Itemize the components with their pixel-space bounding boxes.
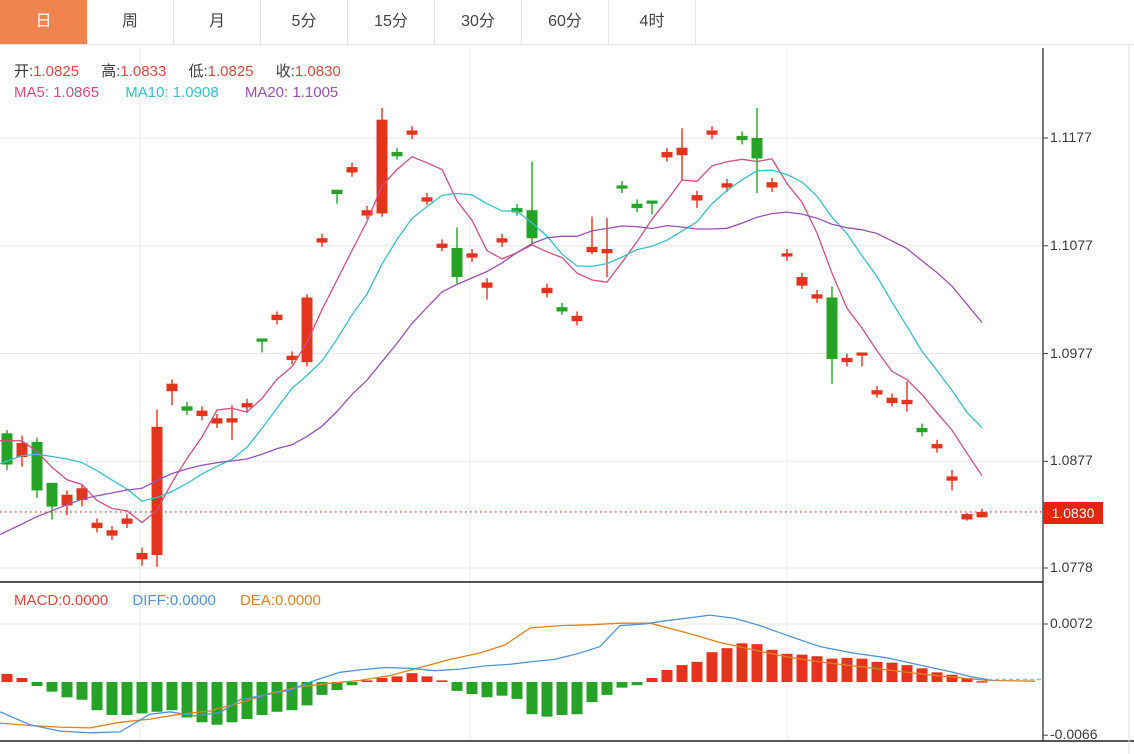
macd-lines-layer — [0, 614, 1043, 734]
ma-legend: MA5: 1.0865 MA10: 1.0908 MA20: 1.1005 — [14, 84, 360, 101]
macd-axis-label: -0.0066 — [1050, 726, 1098, 743]
tab-5min[interactable]: 5分 — [261, 0, 348, 44]
ohlc-legend: 开:1.0825 高:1.0833 低:1.0825 收:1.0830 — [14, 60, 359, 81]
tab-4hour[interactable]: 4时 — [609, 0, 696, 44]
tab-15min[interactable]: 15分 — [348, 0, 435, 44]
high-label: 高: — [101, 63, 121, 80]
close-value: 1.0830 — [294, 63, 341, 80]
macd-axis-label: 0.0072 — [1050, 615, 1093, 631]
low-value: 1.0825 — [207, 63, 254, 80]
tab-day[interactable]: 日 — [0, 0, 87, 44]
ma5-legend-item: MA5: 1.0865 — [14, 84, 100, 101]
ma10-legend-item: MA10: 1.0908 — [125, 84, 219, 101]
price-axis-label: 1.0778 — [1050, 559, 1093, 575]
dea-legend-item: DEA:0.0000 — [239, 592, 321, 609]
price-axis-label: 1.1077 — [1050, 236, 1093, 253]
high-value: 1.0833 — [120, 63, 167, 80]
macd-legend: MACD:0.0000 DIFF:0.0000 DEA:0.0000 — [14, 592, 321, 609]
price-axis-label: 1.0877 — [1050, 452, 1093, 469]
close-label: 收: — [275, 63, 295, 80]
price-axis-label: 1.0977 — [1050, 344, 1093, 361]
macd-bars-layer — [1, 643, 988, 725]
ma20-legend-item: MA20: 1.1005 — [244, 84, 339, 101]
macd-legend-item: MACD:0.0000 — [14, 592, 109, 609]
last-price-badge: 1.0830 — [1043, 502, 1103, 524]
diff-legend-item: DIFF:0.0000 — [132, 592, 216, 609]
timeframe-tabbar: 日 周 月 5分 15分 30分 60分 4时 — [0, 0, 1134, 45]
tab-60min[interactable]: 60分 — [522, 0, 609, 44]
ma-lines-layer — [0, 156, 983, 536]
low-label: 低: — [188, 63, 208, 80]
open-label: 开: — [14, 63, 34, 80]
tab-week[interactable]: 周 — [87, 0, 174, 44]
candles-layer — [1, 107, 988, 567]
grid-layer — [0, 48, 1043, 741]
open-value: 1.0825 — [33, 63, 80, 80]
tab-30min[interactable]: 30分 — [435, 0, 522, 44]
price-axis-label: 1.1177 — [1050, 129, 1092, 145]
tab-month[interactable]: 月 — [174, 0, 261, 44]
